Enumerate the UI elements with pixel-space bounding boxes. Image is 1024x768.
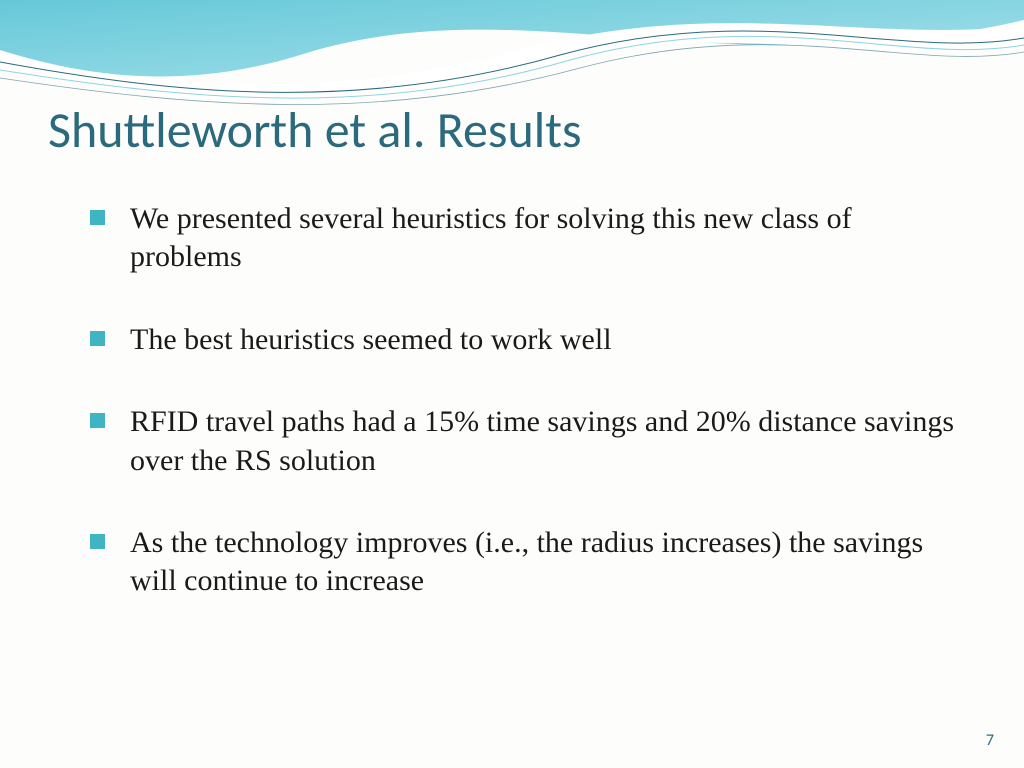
- bullet-item: The best heuristics seemed to work well: [90, 321, 964, 359]
- bullet-item: As the technology improves (i.e., the ra…: [90, 524, 964, 601]
- slide-title: Shuttleworth et al. Results: [48, 100, 582, 161]
- bullet-item: RFID travel paths had a 15% time savings…: [90, 403, 964, 480]
- slide: Shuttleworth et al. Results We presented…: [0, 0, 1024, 768]
- bullet-list: We presented several heuristics for solv…: [90, 200, 964, 601]
- page-number: 7: [986, 731, 994, 750]
- slide-content: We presented several heuristics for solv…: [90, 200, 964, 645]
- bullet-item: We presented several heuristics for solv…: [90, 200, 964, 277]
